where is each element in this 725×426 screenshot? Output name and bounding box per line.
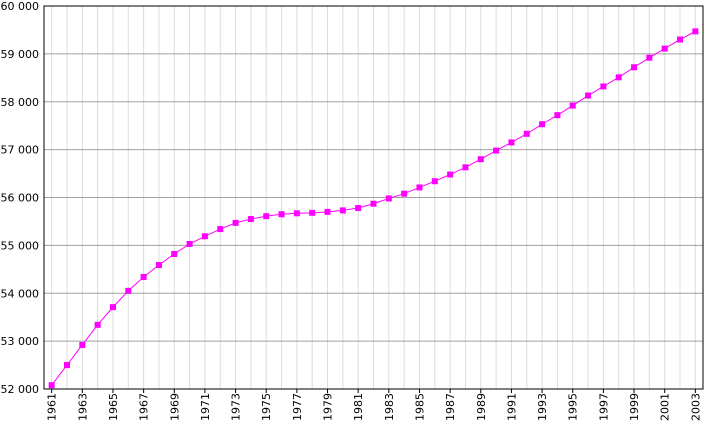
marker — [355, 205, 362, 212]
y-tick-label: 59 000 — [1, 48, 40, 61]
marker — [493, 147, 500, 154]
marker — [125, 287, 132, 294]
marker — [508, 139, 515, 146]
x-tick-label: 1995 — [567, 393, 580, 421]
marker — [109, 304, 116, 311]
marker — [263, 213, 270, 220]
y-tick-label: 56 000 — [1, 192, 40, 205]
marker — [385, 195, 392, 202]
marker — [569, 102, 576, 109]
marker — [677, 36, 684, 43]
marker — [155, 262, 162, 269]
x-tick-label: 1967 — [138, 393, 151, 421]
marker — [554, 112, 561, 119]
x-tick-label: 1981 — [352, 393, 365, 421]
x-tick-label: 1963 — [76, 393, 89, 421]
marker — [94, 321, 101, 328]
x-tick-label: 1983 — [383, 393, 396, 421]
y-tick-label: 54 000 — [1, 287, 40, 300]
x-tick-label: 1973 — [230, 393, 243, 421]
x-tick-label: 1977 — [291, 393, 304, 421]
marker — [217, 226, 224, 233]
x-tick-label: 1971 — [199, 393, 212, 421]
x-tick-label: 2003 — [689, 393, 702, 421]
marker — [339, 207, 346, 214]
marker — [462, 164, 469, 171]
y-tick-label: 52 000 — [1, 383, 40, 396]
x-tick-label: 1969 — [168, 393, 181, 421]
y-tick-label: 60 000 — [1, 0, 40, 13]
y-tick-label: 57 000 — [1, 144, 40, 157]
marker — [309, 209, 316, 216]
x-tick-label: 1993 — [536, 393, 549, 421]
marker — [431, 178, 438, 185]
marker — [247, 216, 254, 223]
y-tick-label: 58 000 — [1, 96, 40, 109]
x-tick-label: 2001 — [659, 393, 672, 421]
marker — [631, 64, 638, 71]
marker — [186, 240, 193, 247]
x-tick-label: 1987 — [444, 393, 457, 421]
marker — [140, 273, 147, 280]
marker — [661, 45, 668, 52]
marker — [692, 28, 699, 35]
x-tick-label: 1989 — [475, 393, 488, 421]
marker — [171, 250, 178, 257]
marker — [232, 219, 239, 226]
marker — [585, 92, 592, 99]
x-tick-label: 1961 — [46, 393, 59, 421]
y-tick-label: 53 000 — [1, 335, 40, 348]
marker — [370, 200, 377, 207]
marker — [447, 171, 454, 178]
x-tick-label: 1999 — [628, 393, 641, 421]
marker — [416, 184, 423, 191]
y-tick-label: 55 000 — [1, 239, 40, 252]
x-tick-label: 1965 — [107, 393, 120, 421]
marker — [324, 208, 331, 215]
plot-frame — [43, 5, 704, 390]
x-tick-label: 1997 — [597, 393, 610, 421]
marker — [278, 211, 285, 218]
marker — [63, 362, 70, 369]
marker — [201, 233, 208, 240]
marker — [539, 121, 546, 128]
x-tick-label: 1991 — [505, 393, 518, 421]
marker — [477, 156, 484, 163]
marker — [79, 341, 86, 348]
x-tick-label: 1979 — [322, 393, 335, 421]
marker — [401, 190, 408, 197]
x-tick-label: 1985 — [413, 393, 426, 421]
marker — [293, 210, 300, 217]
x-tick-label: 1975 — [260, 393, 273, 421]
marker — [48, 382, 55, 389]
marker — [523, 130, 530, 137]
marker — [615, 74, 622, 81]
marker — [600, 83, 607, 90]
marker — [646, 54, 653, 61]
